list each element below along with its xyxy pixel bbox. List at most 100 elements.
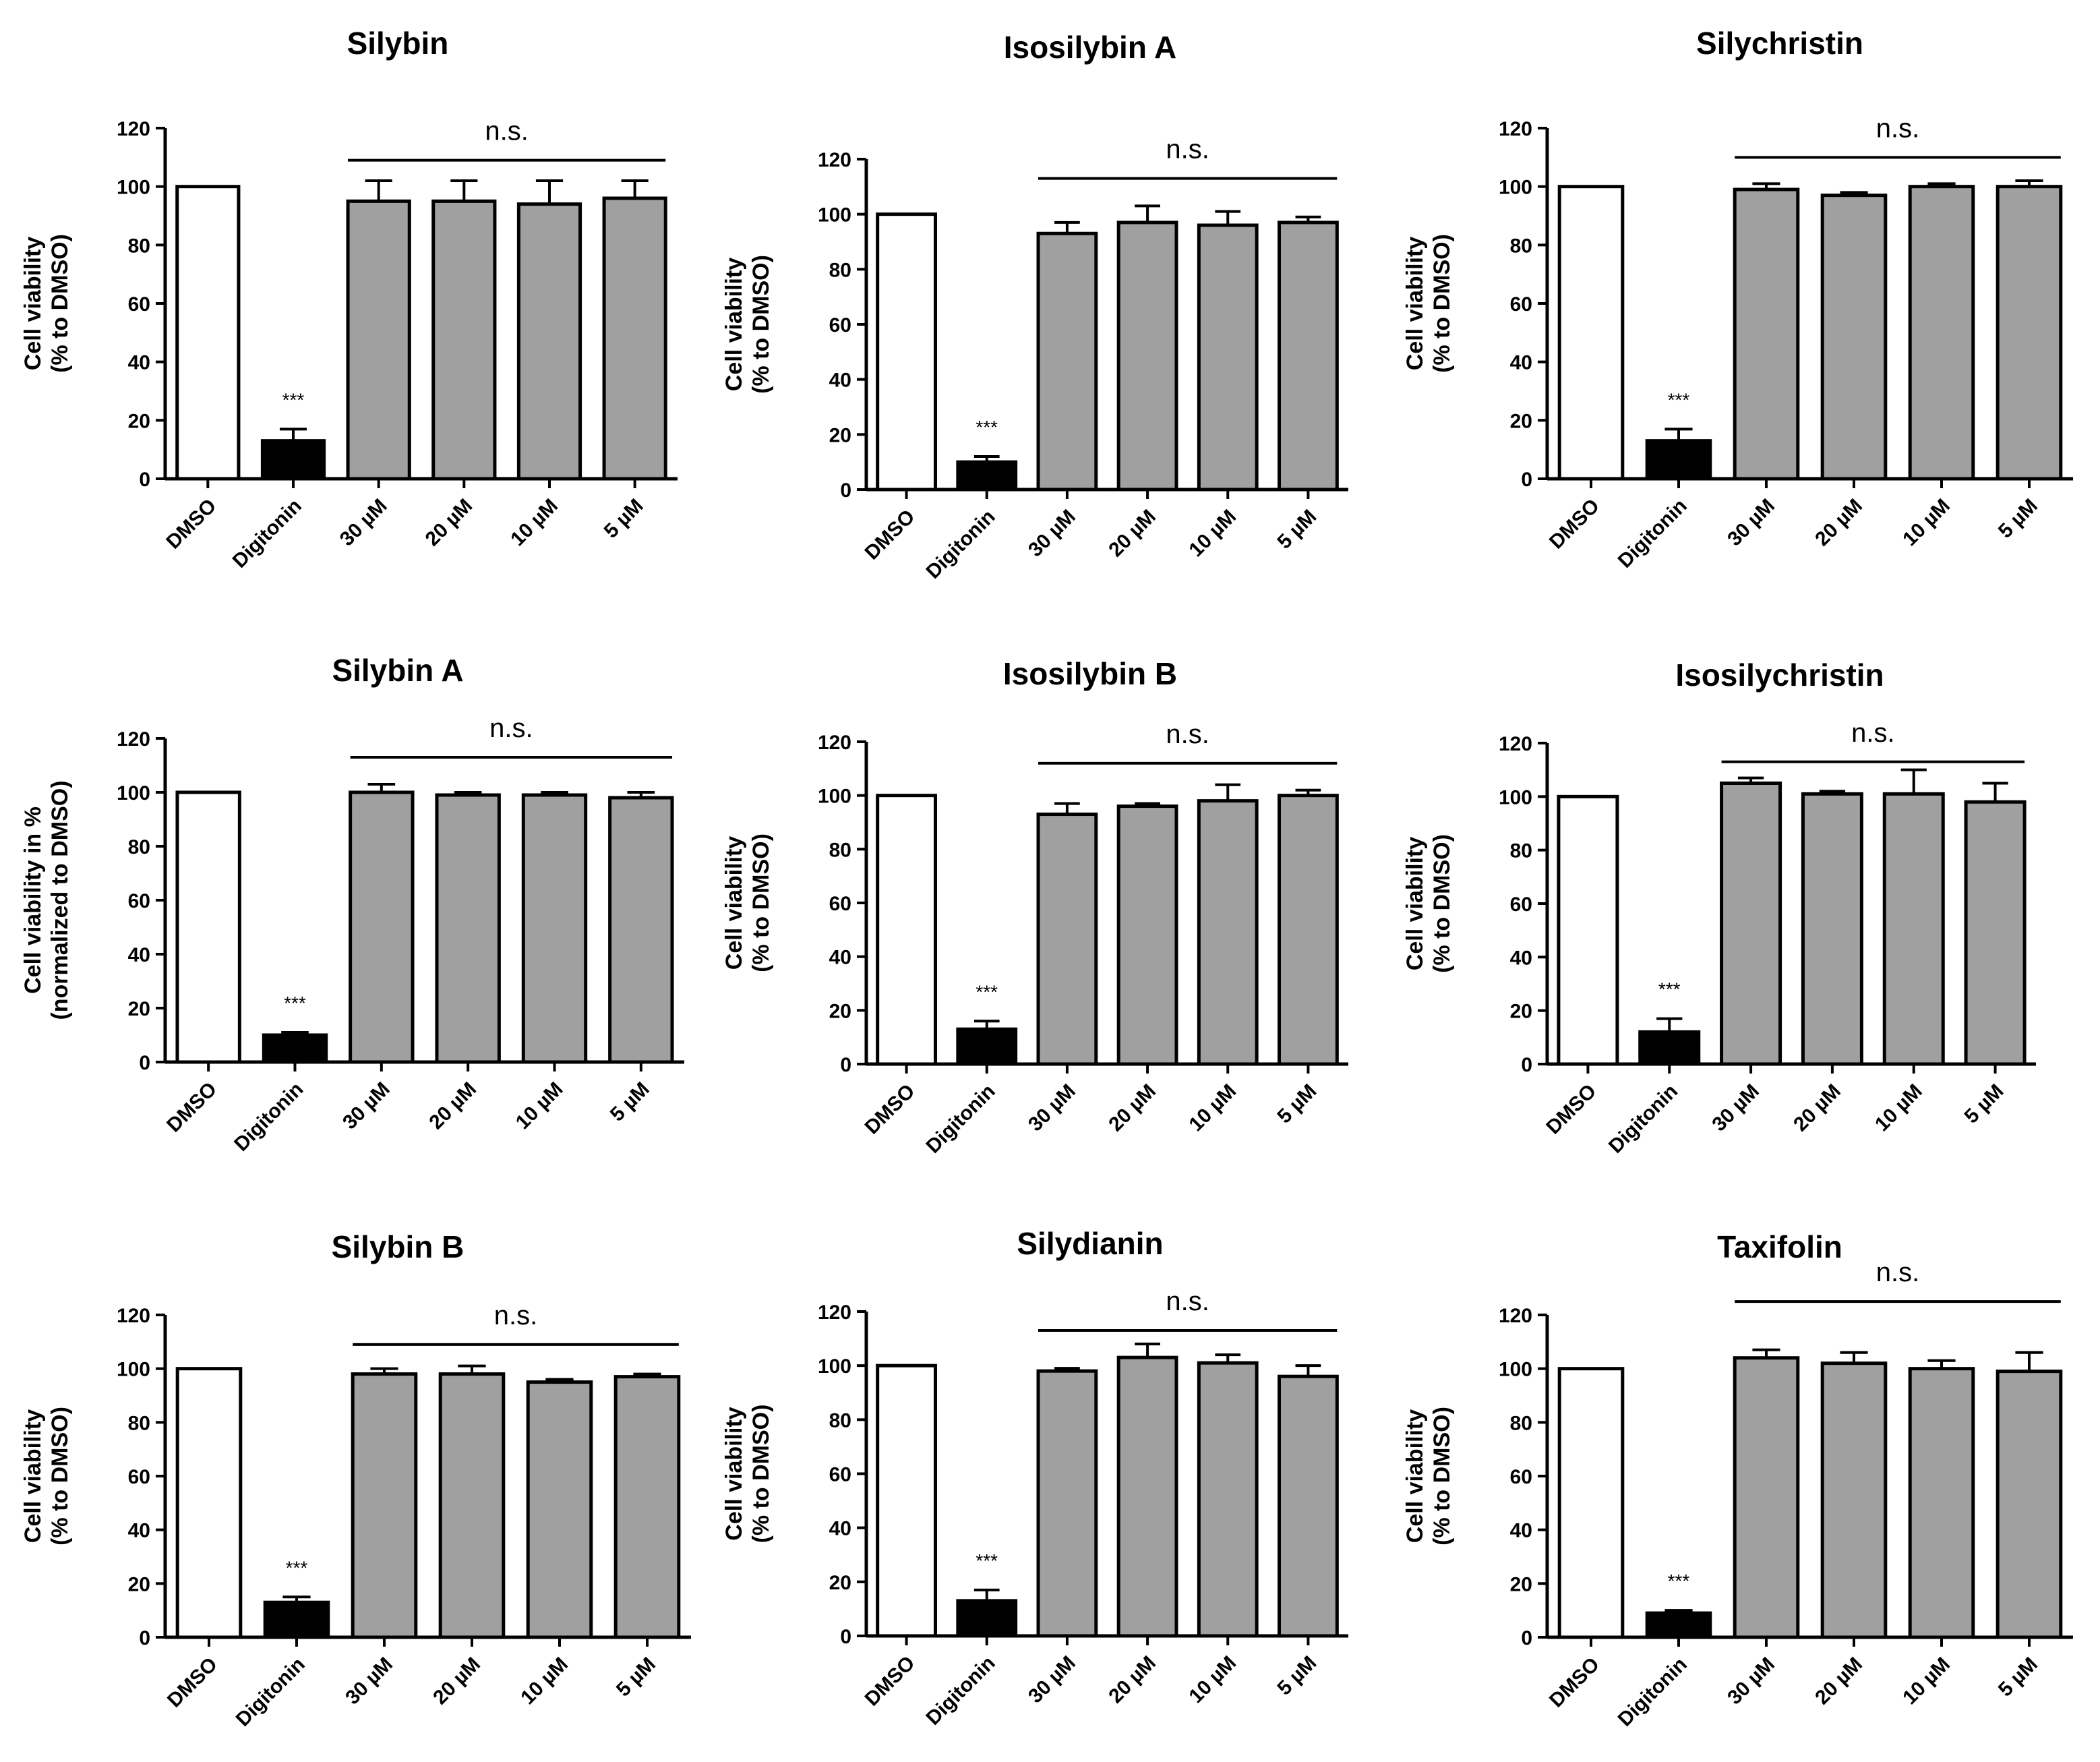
bar (260, 439, 326, 481)
x-tick-label: 10 µM (1184, 1652, 1240, 1708)
bar (1638, 1030, 1701, 1066)
y-tick-label: 40 (829, 1518, 851, 1540)
y-tick-label: 60 (829, 314, 851, 336)
x-tick-label: 10 µM (1184, 1080, 1240, 1136)
y-tick-label: 20 (1510, 410, 1532, 432)
x-tick-label: 5 µM (606, 1078, 654, 1126)
y-tick-label: 40 (1510, 352, 1532, 374)
bar (1557, 185, 1625, 481)
bar (613, 1375, 681, 1639)
x-tick-label: Digitonin (1604, 1080, 1682, 1158)
y-axis-label-line: Cell viability in % (20, 806, 46, 994)
bar (1036, 813, 1098, 1066)
x-tick-label: DMSO (162, 495, 220, 554)
y-tick-label: 40 (128, 944, 150, 966)
y-tick-label: 20 (829, 1000, 851, 1022)
y-tick-label: 0 (840, 1626, 851, 1648)
y-tick-label: 80 (128, 235, 150, 257)
bar (435, 793, 501, 1064)
y-tick-label: 120 (818, 732, 851, 754)
chart-title: Silybin A (332, 653, 463, 688)
x-tick-label: 5 µM (600, 495, 648, 543)
chart-panel: Silybin B Cell viability(% to DMSO) 0 20 40 6… (20, 1229, 691, 1731)
bar (1996, 185, 2063, 481)
y-axis-label-line: (% to DMSO) (748, 833, 774, 972)
x-tick-label: 30 µM (1723, 495, 1779, 551)
bar (1557, 794, 1619, 1066)
chart-panel: Silybin A Cell viability in %(normalized … (20, 653, 684, 1156)
x-tick-label: Digitonin (922, 1652, 999, 1730)
bar (1197, 799, 1259, 1066)
bar (1908, 185, 1975, 481)
x-tick-label: 30 µM (338, 1078, 394, 1134)
y-tick-label: 100 (818, 204, 851, 227)
bar (1278, 794, 1339, 1066)
y-axis-label-line: (% to DMSO) (1429, 234, 1455, 373)
y-axis-label: Cell viability in %(normalized to DMSO) (20, 780, 73, 1020)
bar (1036, 1369, 1098, 1638)
bar (956, 1027, 1018, 1066)
y-tick-label: 20 (829, 424, 851, 446)
y-tick-label: 60 (1510, 893, 1532, 916)
x-tick-label: 10 µM (516, 1653, 572, 1709)
x-tick-label: 30 µM (1024, 506, 1080, 562)
y-axis-label-line: Cell viability (721, 258, 747, 391)
ns-label: n.s. (485, 117, 528, 146)
bar (1720, 782, 1782, 1066)
x-tick-label: 30 µM (1723, 1653, 1779, 1709)
significance-label: *** (284, 993, 306, 1014)
y-tick-label: 40 (1510, 1520, 1532, 1542)
ns-label: n.s. (1876, 1258, 1919, 1287)
y-tick-label: 20 (128, 998, 150, 1020)
y-tick-label: 60 (1510, 1466, 1532, 1488)
x-tick-label: 10 µM (512, 1078, 568, 1134)
y-tick-label: 60 (829, 893, 851, 915)
bar (521, 793, 588, 1064)
y-tick-label: 80 (128, 836, 150, 858)
bar (175, 185, 241, 481)
ns-label: n.s. (1166, 135, 1209, 165)
chart-panel: Silybin Cell viability(% to DMSO) 0 20 40 60 8… (20, 26, 678, 572)
ns-label: n.s. (1851, 718, 1894, 748)
chart-title: Silybin (347, 26, 449, 61)
y-axis-label: Cell viability(% to DMSO) (721, 255, 774, 394)
x-tick-label: DMSO (162, 1078, 221, 1137)
x-tick-label: DMSO (1542, 1080, 1600, 1139)
y-tick-label: 0 (1521, 1054, 1532, 1076)
y-tick-label: 20 (1510, 1573, 1532, 1595)
chart-panel: Silychristin Cell viability(% to DMSO) 0 20… (1402, 26, 2073, 572)
y-axis-label-line: Cell viability (20, 1409, 46, 1543)
y-tick-label: 100 (117, 782, 150, 804)
y-tick-label: 0 (139, 1627, 150, 1649)
x-tick-label: 30 µM (1024, 1652, 1080, 1708)
y-tick-label: 80 (1510, 235, 1532, 257)
chart-title: Silydianin (1017, 1226, 1163, 1261)
x-tick-label: 5 µM (1273, 1652, 1321, 1700)
ns-label: n.s. (1166, 720, 1209, 749)
x-tick-label: 20 µM (1811, 1653, 1867, 1709)
bar (351, 1372, 418, 1639)
y-tick-label: 80 (1510, 1412, 1532, 1434)
bar (876, 1363, 937, 1638)
x-tick-label: 10 µM (1871, 1080, 1927, 1136)
y-tick-label: 60 (128, 1466, 150, 1488)
significance-label: *** (976, 1550, 998, 1571)
bar (1820, 1361, 1888, 1639)
bar (526, 1380, 593, 1639)
y-axis-label-line: (% to DMSO) (1429, 1407, 1455, 1546)
x-tick-label: Digitonin (230, 1078, 307, 1156)
bar (175, 1367, 243, 1639)
bar (602, 196, 667, 481)
bar (1645, 1611, 1712, 1639)
y-tick-label: 40 (128, 1520, 150, 1542)
x-tick-label: 20 µM (1811, 495, 1867, 551)
x-tick-label: 10 µM (1898, 1653, 1954, 1709)
bar (438, 1372, 506, 1639)
y-tick-label: 20 (829, 1572, 851, 1594)
y-tick-label: 20 (128, 410, 150, 432)
chart-panel: Isosilybin A Cell viability(% to DMSO) 0 20… (721, 30, 1348, 583)
y-tick-label: 120 (818, 1301, 851, 1324)
y-tick-label: 120 (117, 1305, 150, 1327)
x-tick-label: 10 µM (1898, 495, 1954, 551)
